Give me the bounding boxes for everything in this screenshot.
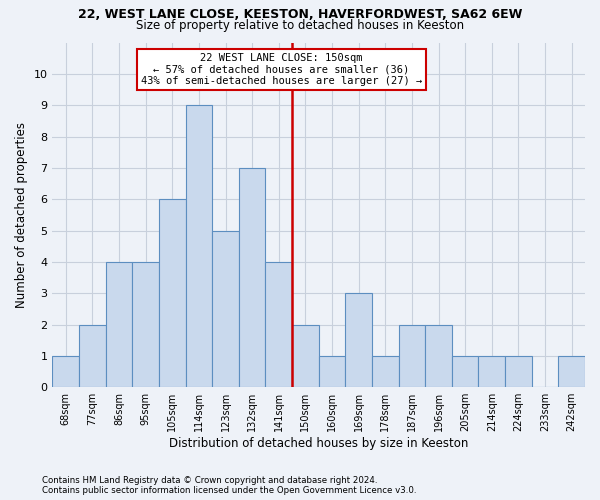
Bar: [505, 356, 532, 387]
Bar: [346, 293, 372, 387]
Bar: [133, 262, 159, 387]
Y-axis label: Number of detached properties: Number of detached properties: [15, 122, 28, 308]
Bar: [372, 356, 398, 387]
Bar: [319, 356, 346, 387]
Bar: [425, 324, 452, 387]
Bar: [79, 324, 106, 387]
Bar: [265, 262, 292, 387]
Text: 22, WEST LANE CLOSE, KEESTON, HAVERFORDWEST, SA62 6EW: 22, WEST LANE CLOSE, KEESTON, HAVERFORDW…: [78, 8, 522, 20]
Bar: [559, 356, 585, 387]
Text: Contains HM Land Registry data © Crown copyright and database right 2024.
Contai: Contains HM Land Registry data © Crown c…: [42, 476, 416, 495]
Bar: [239, 168, 265, 387]
Bar: [52, 356, 79, 387]
X-axis label: Distribution of detached houses by size in Keeston: Distribution of detached houses by size …: [169, 437, 469, 450]
Text: Size of property relative to detached houses in Keeston: Size of property relative to detached ho…: [136, 18, 464, 32]
Bar: [106, 262, 133, 387]
Bar: [212, 230, 239, 387]
Bar: [185, 105, 212, 387]
Text: 22 WEST LANE CLOSE: 150sqm
← 57% of detached houses are smaller (36)
43% of semi: 22 WEST LANE CLOSE: 150sqm ← 57% of deta…: [141, 53, 422, 86]
Bar: [292, 324, 319, 387]
Bar: [452, 356, 478, 387]
Bar: [159, 199, 185, 387]
Bar: [478, 356, 505, 387]
Bar: [398, 324, 425, 387]
